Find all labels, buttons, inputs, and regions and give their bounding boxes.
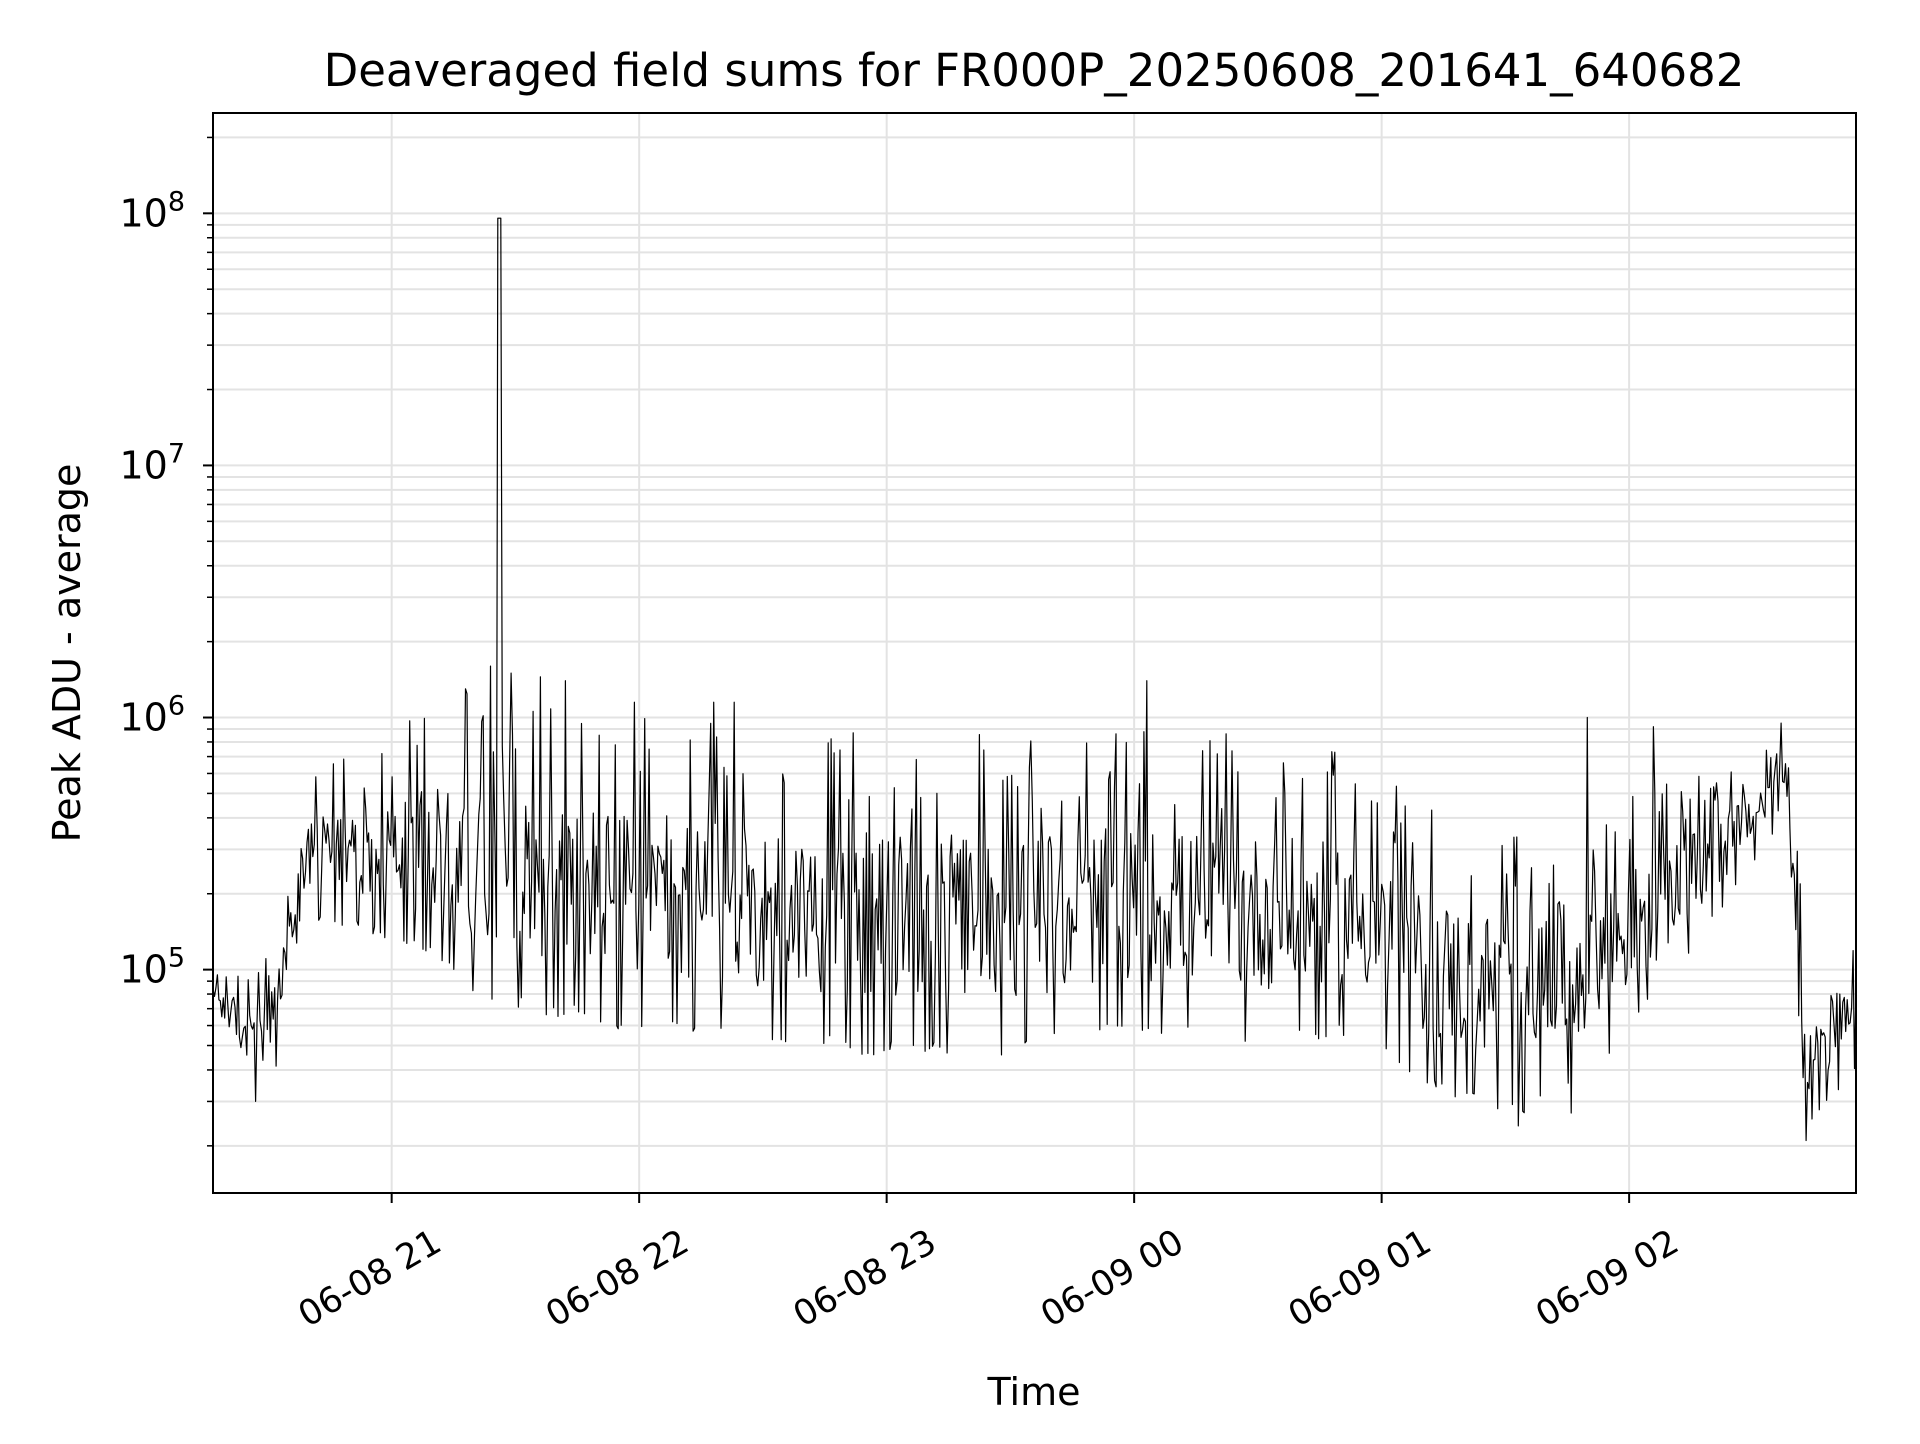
chart-title: Deaveraged field sums for FR000P_2025060…	[324, 44, 1745, 97]
series-line	[212, 217, 1857, 1142]
y-tick-label: 106	[119, 691, 185, 740]
y-axis: 105 106 107 108	[119, 136, 213, 1147]
y-tick-label: 107	[119, 438, 185, 487]
y-axis-label: Peak ADU - average	[45, 464, 89, 843]
plot-frame	[212, 112, 1857, 1194]
y-tick-label: 105	[119, 943, 185, 992]
x-axis-label: Time	[987, 1370, 1081, 1414]
y-tick-label: 108	[119, 186, 185, 235]
